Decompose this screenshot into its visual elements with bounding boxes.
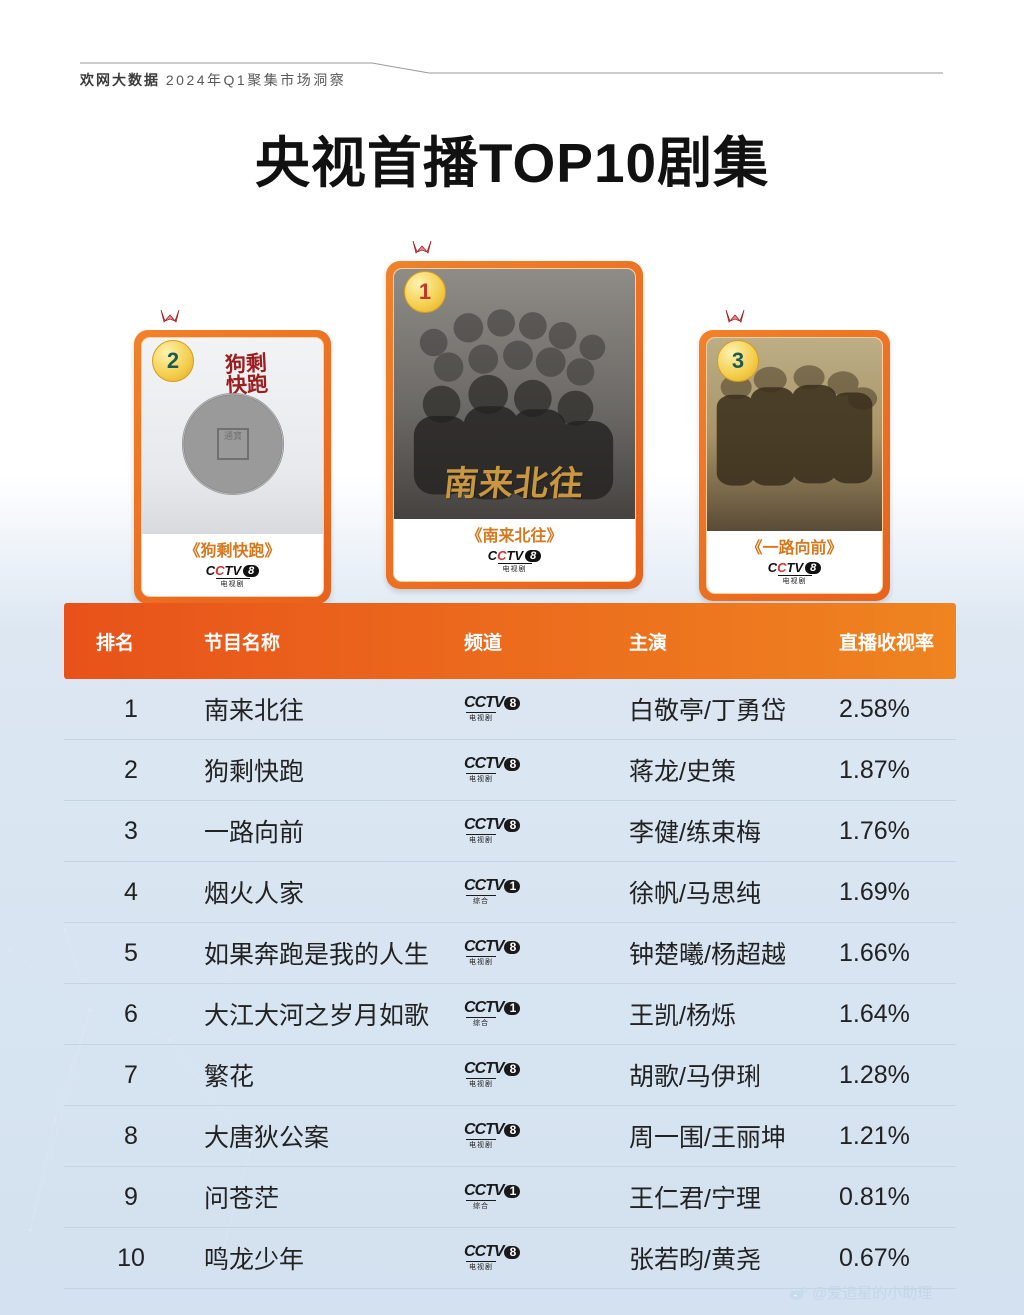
- svg-text:通寶: 通寶: [223, 430, 241, 441]
